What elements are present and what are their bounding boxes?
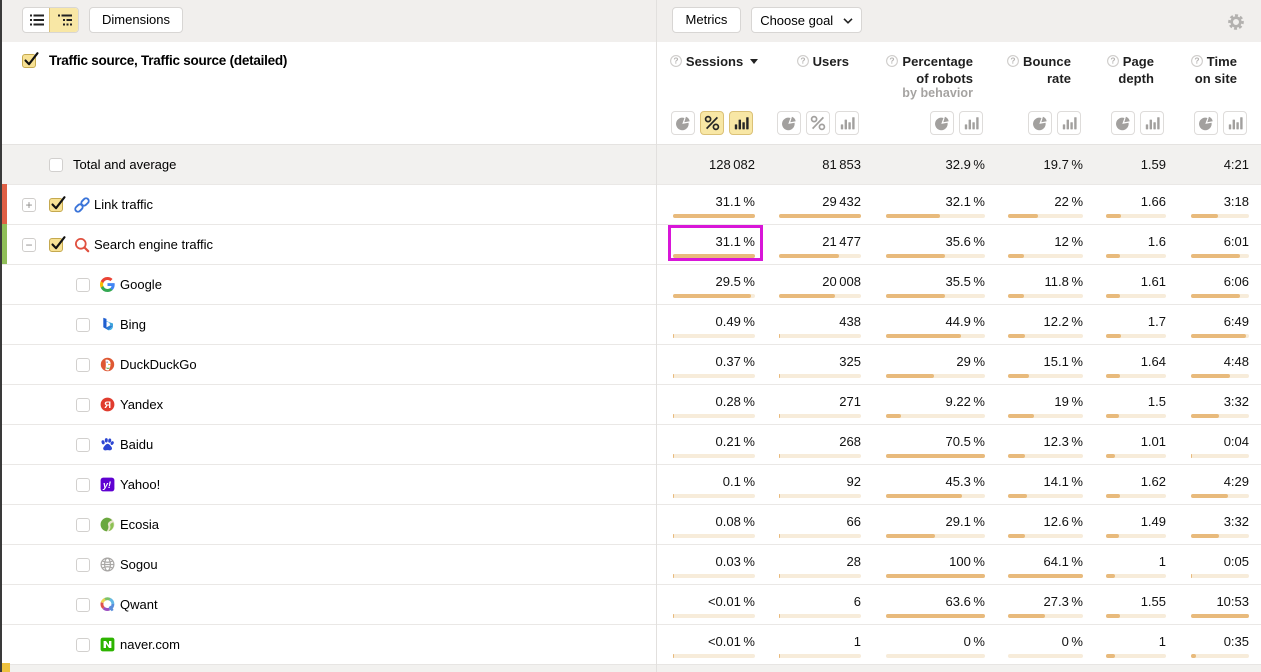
svg-text:?: ? <box>673 56 678 66</box>
svg-text:?: ? <box>1010 56 1015 66</box>
svg-text:y!: y! <box>102 480 111 490</box>
svg-text:?: ? <box>890 56 895 66</box>
svg-text:Я: Я <box>104 400 111 411</box>
svg-text:?: ? <box>1194 56 1199 66</box>
svg-text:?: ? <box>800 56 805 66</box>
svg-text:?: ? <box>1110 56 1115 66</box>
